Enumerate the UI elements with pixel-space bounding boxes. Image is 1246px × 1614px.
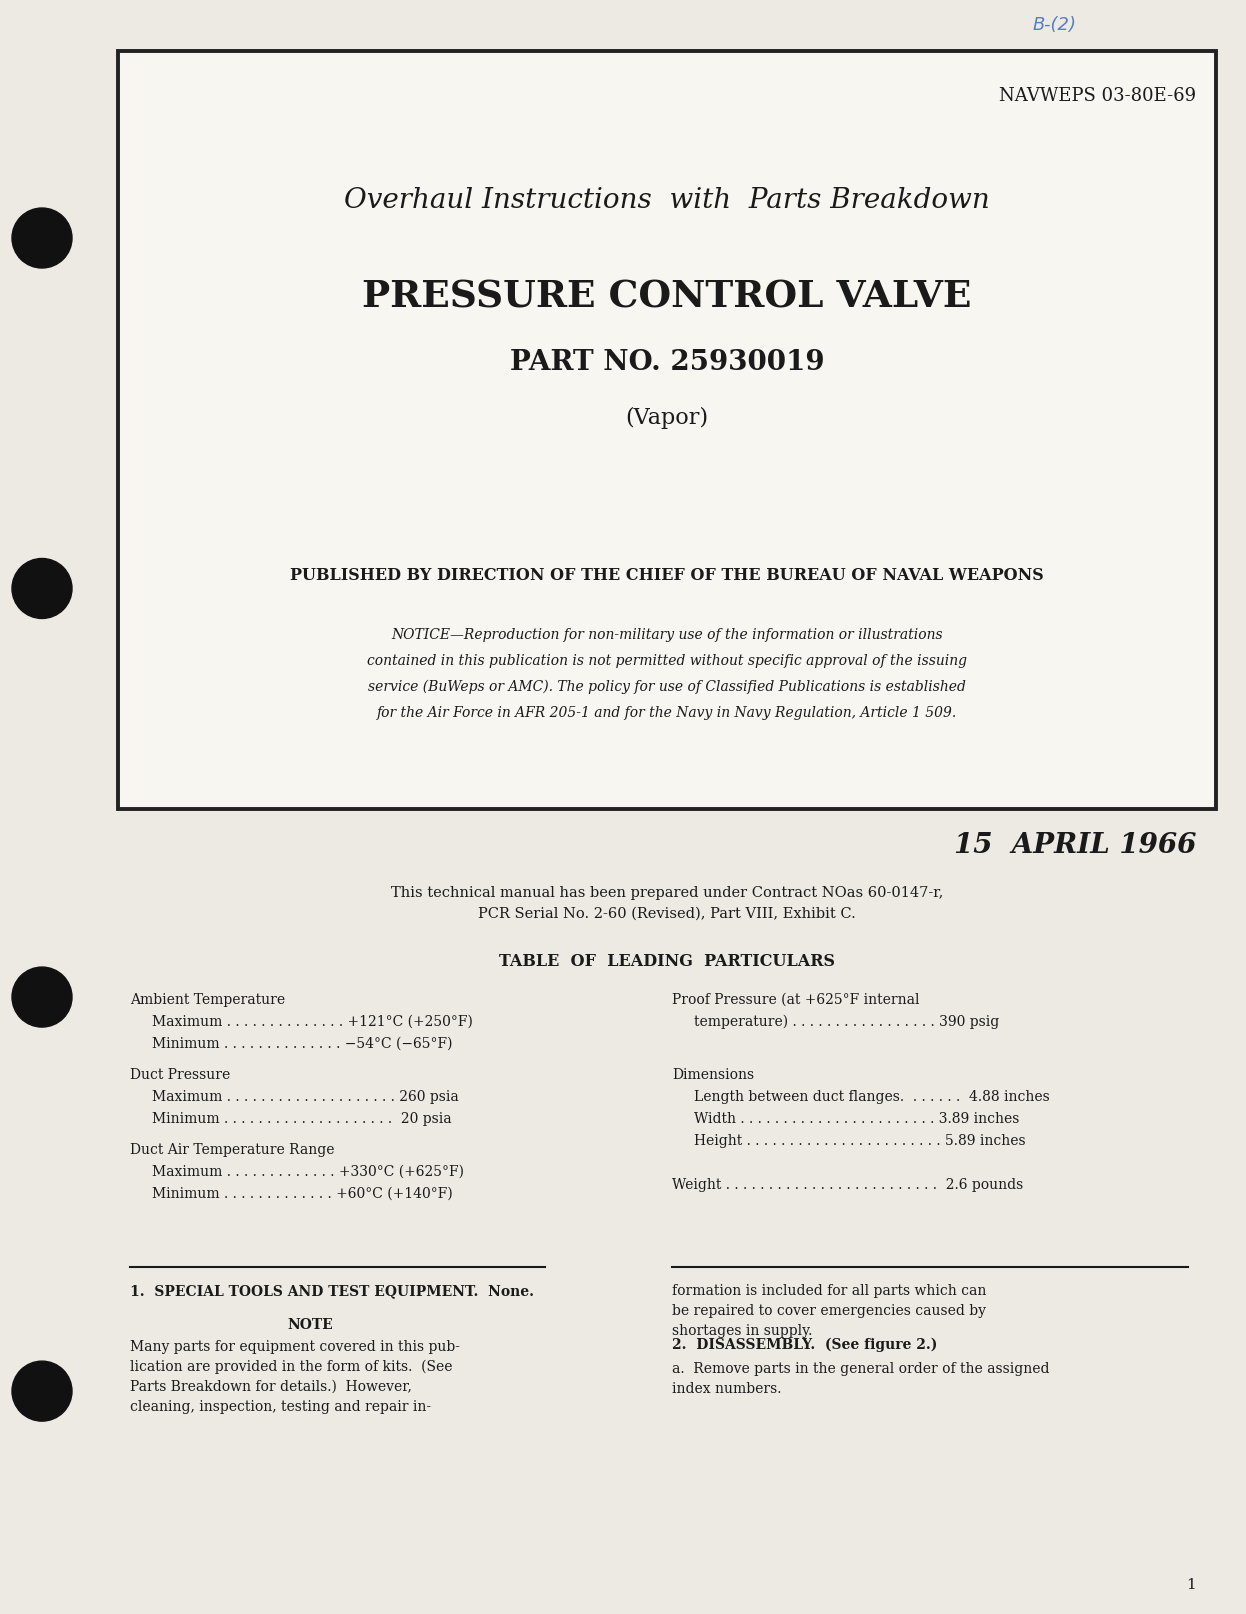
Text: NOTICE—Reproduction for non-military use of the information or illustrations: NOTICE—Reproduction for non-military use… [391, 628, 943, 642]
Text: index numbers.: index numbers. [672, 1382, 781, 1394]
Text: Height . . . . . . . . . . . . . . . . . . . . . . . 5.89 inches: Height . . . . . . . . . . . . . . . . .… [694, 1133, 1025, 1148]
Text: be repaired to cover emergencies caused by: be repaired to cover emergencies caused … [672, 1302, 986, 1317]
Circle shape [12, 208, 72, 270]
Bar [118, 52, 1216, 810]
Text: Minimum . . . . . . . . . . . . . . −54°C (−65°F): Minimum . . . . . . . . . . . . . . −54°… [152, 1036, 452, 1051]
Text: Length between duct flanges.  . . . . . .  4.88 inches: Length between duct flanges. . . . . . .… [694, 1089, 1049, 1102]
Text: Maximum . . . . . . . . . . . . . . . . . . . . 260 psia: Maximum . . . . . . . . . . . . . . . . … [152, 1089, 459, 1102]
Text: lication are provided in the form of kits.  (See: lication are provided in the form of kit… [130, 1359, 452, 1374]
Text: PART NO. 25930019: PART NO. 25930019 [510, 349, 825, 376]
Text: NOTE: NOTE [287, 1317, 333, 1332]
Circle shape [12, 558, 72, 620]
Text: Parts Breakdown for details.)  However,: Parts Breakdown for details.) However, [130, 1378, 412, 1393]
Text: PUBLISHED BY DIRECTION OF THE CHIEF OF THE BUREAU OF NAVAL WEAPONS: PUBLISHED BY DIRECTION OF THE CHIEF OF T… [290, 567, 1044, 584]
Text: PRESSURE CONTROL VALVE: PRESSURE CONTROL VALVE [363, 278, 972, 315]
Text: Weight . . . . . . . . . . . . . . . . . . . . . . . . .  2.6 pounds: Weight . . . . . . . . . . . . . . . . .… [672, 1177, 1023, 1191]
Text: PCR Serial No. 2-60 (Revised), Part VIII, Exhibit C.: PCR Serial No. 2-60 (Revised), Part VIII… [478, 907, 856, 920]
Text: Overhaul Instructions  with  Parts Breakdown: Overhaul Instructions with Parts Breakdo… [344, 186, 989, 213]
Text: Dimensions: Dimensions [672, 1067, 754, 1081]
Text: TABLE  OF  LEADING  PARTICULARS: TABLE OF LEADING PARTICULARS [498, 952, 835, 970]
Text: temperature) . . . . . . . . . . . . . . . . . 390 psig: temperature) . . . . . . . . . . . . . .… [694, 1014, 999, 1028]
Text: Minimum . . . . . . . . . . . . . . . . . . . .  20 psia: Minimum . . . . . . . . . . . . . . . . … [152, 1110, 451, 1125]
Text: service (BuWeps or AMC). The policy for use of Classified Publications is establ: service (BuWeps or AMC). The policy for … [368, 679, 966, 694]
Text: 2.  DISASSEMBLY.  (See figure 2.): 2. DISASSEMBLY. (See figure 2.) [672, 1336, 937, 1351]
Text: Maximum . . . . . . . . . . . . . +330°C (+625°F): Maximum . . . . . . . . . . . . . +330°C… [152, 1164, 464, 1178]
Text: cleaning, inspection, testing and repair in-: cleaning, inspection, testing and repair… [130, 1399, 431, 1414]
Circle shape [12, 967, 72, 1028]
Text: formation is included for all parts which can: formation is included for all parts whic… [672, 1283, 987, 1298]
Text: Duct Pressure: Duct Pressure [130, 1067, 231, 1081]
Text: a.  Remove parts in the general order of the assigned: a. Remove parts in the general order of … [672, 1361, 1049, 1375]
Circle shape [12, 1361, 72, 1422]
Text: shortages in supply.: shortages in supply. [672, 1323, 812, 1336]
Text: Maximum . . . . . . . . . . . . . . +121°C (+250°F): Maximum . . . . . . . . . . . . . . +121… [152, 1014, 473, 1028]
Text: 1.  SPECIAL TOOLS AND TEST EQUIPMENT.  None.: 1. SPECIAL TOOLS AND TEST EQUIPMENT. Non… [130, 1283, 535, 1298]
Text: Many parts for equipment covered in this pub-: Many parts for equipment covered in this… [130, 1340, 460, 1353]
Text: (Vapor): (Vapor) [625, 407, 709, 429]
Text: Proof Pressure (at +625°F internal: Proof Pressure (at +625°F internal [672, 993, 920, 1007]
Text: Duct Air Temperature Range: Duct Air Temperature Range [130, 1141, 334, 1156]
Text: Width . . . . . . . . . . . . . . . . . . . . . . . 3.89 inches: Width . . . . . . . . . . . . . . . . . … [694, 1110, 1019, 1125]
Text: for the Air Force in AFR 205-1 and for the Navy in Navy Regulation, Article 1 50: for the Air Force in AFR 205-1 and for t… [376, 705, 957, 720]
Text: Minimum . . . . . . . . . . . . . +60°C (+140°F): Minimum . . . . . . . . . . . . . +60°C … [152, 1186, 452, 1199]
Text: 1: 1 [1186, 1577, 1196, 1591]
Text: Ambient Temperature: Ambient Temperature [130, 993, 285, 1007]
Text: 15  APRIL 1966: 15 APRIL 1966 [953, 831, 1196, 859]
Text: This technical manual has been prepared under Contract NOas 60-0147-r,: This technical manual has been prepared … [391, 886, 943, 899]
Text: B-(2): B-(2) [1033, 16, 1077, 34]
Text: contained in this publication is not permitted without specific approval of the : contained in this publication is not per… [368, 654, 967, 668]
Text: NAVWEPS 03-80E-69: NAVWEPS 03-80E-69 [999, 87, 1196, 105]
